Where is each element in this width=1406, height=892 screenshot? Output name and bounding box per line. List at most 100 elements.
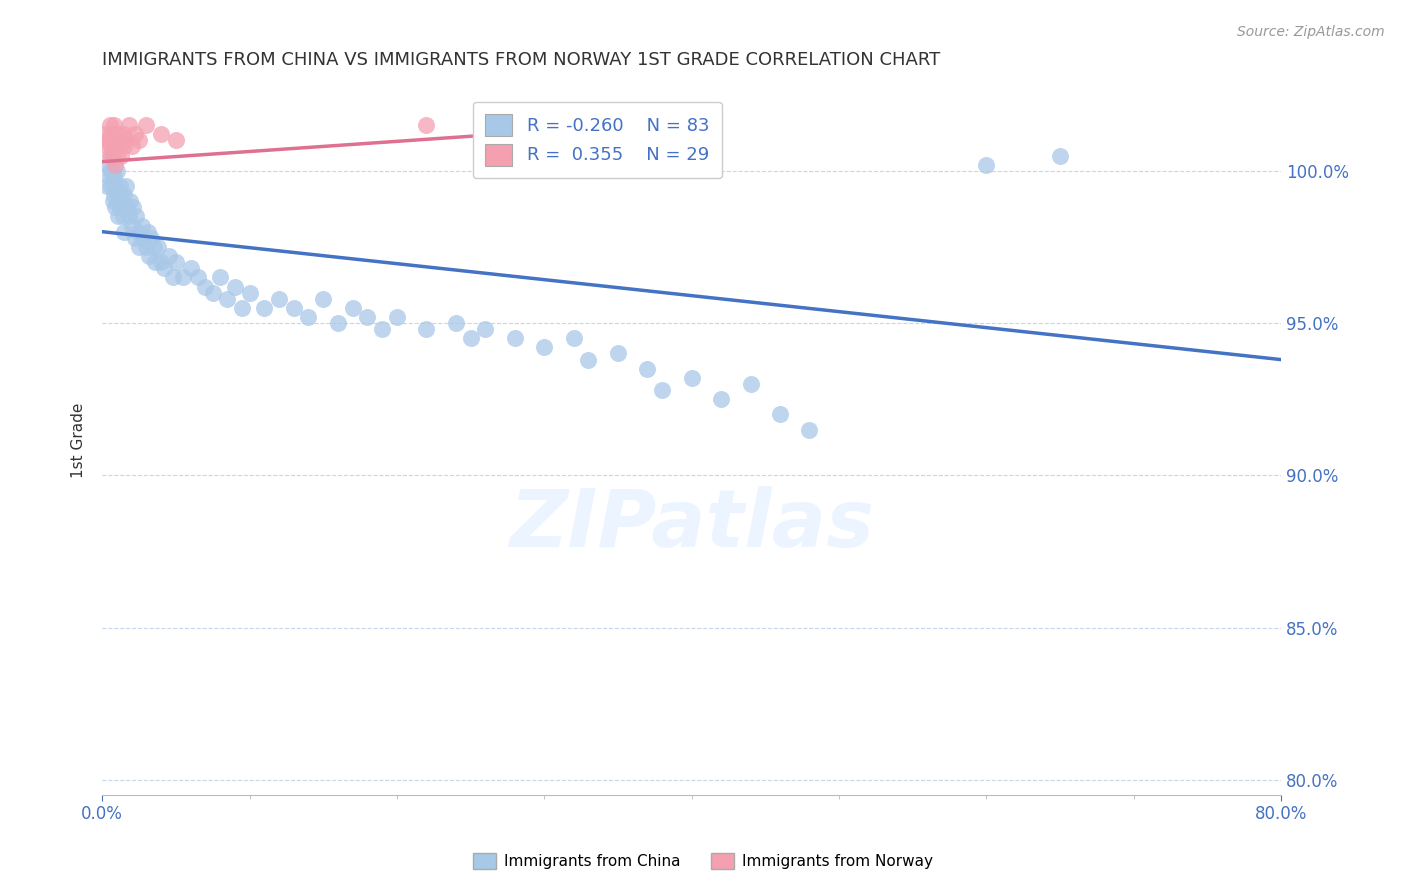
Point	[97, 133, 120, 147]
Point	[128, 240, 150, 254]
Point	[312, 292, 335, 306]
Point	[209, 270, 232, 285]
Point	[105, 148, 128, 162]
Text: Source: ZipAtlas.com: Source: ZipAtlas.com	[1237, 25, 1385, 39]
Point	[108, 200, 131, 214]
Point	[112, 188, 135, 202]
Point	[503, 331, 526, 345]
Point	[94, 127, 117, 141]
Point	[1049, 148, 1071, 162]
Point	[100, 139, 122, 153]
Point	[201, 285, 224, 300]
Point	[118, 118, 141, 132]
Point	[150, 127, 173, 141]
Point	[104, 158, 127, 172]
Point	[474, 322, 496, 336]
Point	[128, 133, 150, 147]
Point	[108, 179, 131, 194]
Point	[769, 408, 792, 422]
Point	[117, 200, 139, 214]
Point	[101, 194, 124, 209]
Point	[148, 240, 170, 254]
Point	[371, 322, 394, 336]
Point	[253, 301, 276, 315]
Point	[415, 118, 437, 132]
Point	[103, 169, 125, 184]
Point	[238, 285, 260, 300]
Point	[681, 371, 703, 385]
Point	[187, 270, 209, 285]
Point	[112, 225, 135, 239]
Point	[121, 139, 143, 153]
Point	[110, 194, 132, 209]
Point	[165, 255, 187, 269]
Point	[138, 249, 160, 263]
Point	[562, 331, 585, 345]
Y-axis label: 1st Grade: 1st Grade	[72, 402, 86, 478]
Point	[100, 179, 122, 194]
Point	[415, 322, 437, 336]
Point	[342, 301, 364, 315]
Point	[107, 139, 129, 153]
Text: ZIPatlas: ZIPatlas	[509, 486, 875, 565]
Legend: R = -0.260    N = 83, R =  0.355    N = 29: R = -0.260 N = 83, R = 0.355 N = 29	[472, 102, 721, 178]
Point	[104, 179, 127, 194]
Point	[127, 225, 149, 239]
Point	[121, 219, 143, 233]
Point	[578, 352, 600, 367]
Point	[97, 158, 120, 172]
Point	[217, 292, 239, 306]
Point	[107, 188, 129, 202]
Point	[142, 240, 165, 254]
Point	[111, 127, 134, 141]
Point	[636, 361, 658, 376]
Point	[224, 279, 246, 293]
Point	[150, 255, 173, 269]
Point	[297, 310, 319, 324]
Point	[114, 179, 136, 194]
Point	[231, 301, 253, 315]
Point	[101, 133, 124, 147]
Point	[108, 133, 131, 147]
Point	[124, 127, 146, 141]
Point	[96, 179, 118, 194]
Point	[740, 376, 762, 391]
Point	[165, 133, 187, 147]
Point	[103, 118, 125, 132]
Point	[114, 133, 136, 147]
Point	[105, 163, 128, 178]
Point	[139, 231, 162, 245]
Point	[799, 423, 821, 437]
Point	[533, 340, 555, 354]
Point	[103, 139, 125, 153]
Point	[105, 127, 128, 141]
Point	[172, 270, 194, 285]
Point	[460, 331, 482, 345]
Point	[267, 292, 290, 306]
Point	[120, 194, 142, 209]
Point	[98, 148, 121, 162]
Point	[444, 316, 467, 330]
Point	[98, 118, 121, 132]
Point	[651, 383, 673, 397]
Point	[132, 231, 155, 245]
Point	[105, 194, 128, 209]
Point	[143, 255, 166, 269]
Point	[112, 139, 135, 153]
Point	[96, 139, 118, 153]
Point	[101, 163, 124, 178]
Point	[974, 158, 997, 172]
Point	[124, 231, 146, 245]
Point	[110, 148, 132, 162]
Point	[283, 301, 305, 315]
Point	[385, 310, 408, 324]
Point	[194, 279, 217, 293]
Point	[606, 346, 628, 360]
Point	[135, 240, 157, 254]
Point	[107, 210, 129, 224]
Point	[100, 148, 122, 162]
Point	[103, 188, 125, 202]
Point	[98, 163, 121, 178]
Point	[125, 210, 148, 224]
Point	[118, 210, 141, 224]
